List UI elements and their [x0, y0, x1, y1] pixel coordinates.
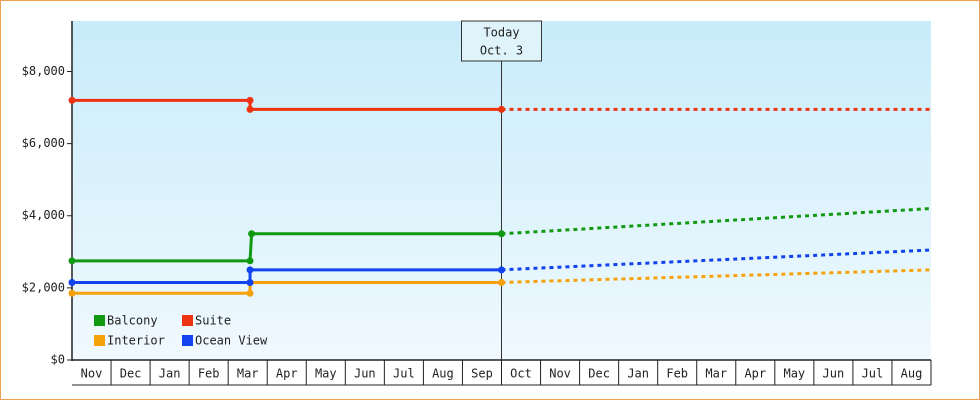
- x-tick-label: Jun: [823, 367, 845, 381]
- legend-label: Ocean View: [195, 334, 268, 348]
- point: [246, 278, 254, 286]
- series-line: [72, 98, 502, 111]
- x-tick-label: Jul: [393, 367, 415, 381]
- x-tick-label: Nov: [549, 367, 571, 381]
- point: [498, 230, 505, 238]
- point: [498, 266, 505, 274]
- y-tick-label: $0: [51, 353, 65, 367]
- point: [246, 96, 254, 104]
- point: [68, 96, 76, 104]
- legend-swatch: [94, 315, 105, 326]
- y-tick-label: $2,000: [22, 280, 65, 294]
- y-tick-label: $6,000: [22, 136, 65, 150]
- y-tick-label: $4,000: [22, 208, 65, 222]
- x-tick-label: Mar: [237, 367, 259, 381]
- point: [246, 289, 254, 297]
- today-label: Oct. 3: [480, 44, 523, 58]
- x-tick-label: Jan: [627, 367, 649, 381]
- point: [246, 266, 254, 274]
- point: [68, 289, 76, 297]
- legend-swatch: [94, 335, 105, 346]
- legend-label: Balcony: [107, 314, 158, 328]
- x-tick-label: May: [315, 367, 337, 381]
- x-tick-label: Jun: [354, 367, 376, 381]
- point: [498, 278, 505, 286]
- y-tick-label: $8,000: [22, 64, 65, 78]
- series-line: [72, 268, 502, 284]
- legend-label: Suite: [195, 314, 231, 328]
- x-tick-label: May: [783, 367, 805, 381]
- legend-swatch: [182, 335, 193, 346]
- x-tick-label: Sep: [471, 367, 493, 381]
- x-tick-label: Feb: [198, 367, 220, 381]
- x-tick-label: Nov: [81, 367, 103, 381]
- x-tick-label: Mar: [705, 367, 727, 381]
- x-tick-label: Aug: [432, 367, 454, 381]
- point: [68, 257, 76, 265]
- point: [68, 278, 76, 286]
- x-tick-label: Feb: [666, 367, 688, 381]
- series-line: [72, 232, 502, 263]
- x-tick-label: Dec: [588, 367, 610, 381]
- x-tick-label: Jan: [159, 367, 181, 381]
- point: [246, 257, 254, 265]
- legend-swatch: [182, 315, 193, 326]
- x-tick-label: Aug: [901, 367, 923, 381]
- today-box: [461, 20, 542, 62]
- x-tick-label: Dec: [120, 367, 142, 381]
- point: [246, 105, 254, 113]
- x-tick-label: Apr: [744, 367, 766, 381]
- point: [248, 230, 256, 238]
- x-tick-label: Oct: [510, 367, 532, 381]
- legend-label: Interior: [107, 334, 165, 348]
- x-tick-label: Apr: [276, 367, 298, 381]
- today-label: Today: [483, 26, 519, 40]
- x-tick-label: Jul: [862, 367, 884, 381]
- series-line: [72, 280, 502, 295]
- point: [498, 105, 505, 113]
